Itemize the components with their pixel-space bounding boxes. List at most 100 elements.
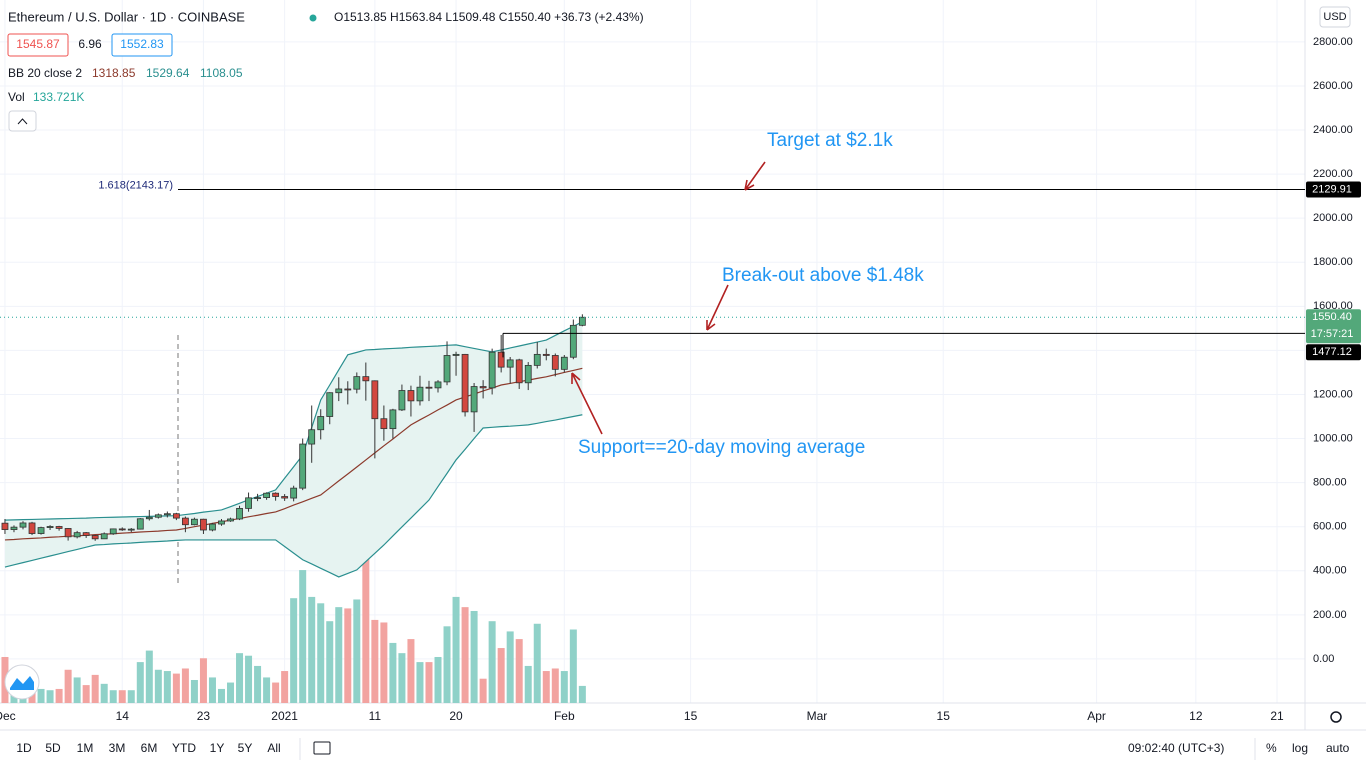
y-tick-label: 2800.00 <box>1313 36 1353 48</box>
volume-bar <box>136 662 144 703</box>
candle-body <box>254 497 261 500</box>
volume-bar <box>118 690 126 703</box>
volume-bar <box>317 603 325 703</box>
x-tick-label: 23 <box>197 709 211 723</box>
volume-bar <box>263 677 271 703</box>
volume-bar <box>425 662 433 703</box>
candle-body <box>407 390 415 402</box>
logo[interactable] <box>4 664 40 700</box>
candle-body <box>551 355 559 370</box>
collapse-button[interactable] <box>8 110 37 132</box>
volume-bar <box>254 665 262 703</box>
candle-body <box>560 356 568 370</box>
x-tick-label: Feb <box>554 709 575 723</box>
range-button[interactable]: YTD <box>172 741 196 755</box>
currency-box[interactable] <box>1319 6 1351 28</box>
vol-value: 133.721K <box>33 90 84 104</box>
candle-body <box>118 528 126 531</box>
y-tick-label: 2600.00 <box>1313 80 1353 92</box>
clock: 09:02:40 (UTC+3) <box>1128 741 1224 755</box>
y-tick-label: 400.00 <box>1313 565 1347 577</box>
x-tick-label: Apr <box>1087 709 1106 723</box>
range-button[interactable]: 5D <box>45 741 61 755</box>
settings-icon[interactable] <box>1330 711 1342 723</box>
y-tick-label: 0.00 <box>1313 653 1334 665</box>
candle-body <box>506 359 514 368</box>
range-button[interactable]: All <box>267 741 280 755</box>
volume-bar <box>506 631 514 703</box>
volume-bar <box>407 639 415 703</box>
volume-bar <box>470 610 478 703</box>
volume-bar <box>533 623 541 703</box>
y-tick-label: 1600.00 <box>1313 300 1353 312</box>
range-button[interactable]: 1D <box>16 741 32 755</box>
x-tick-label: 11 <box>369 709 382 723</box>
bid-box[interactable] <box>7 33 69 57</box>
candle-body <box>533 353 541 366</box>
x-tick-label: 20 <box>449 709 463 723</box>
volume-bar <box>91 674 99 703</box>
volume-bar <box>461 607 469 703</box>
candle-body <box>172 513 180 519</box>
annotation: Break-out above $1.48k <box>722 265 924 286</box>
volume-bar <box>488 621 496 703</box>
range-button[interactable]: 6M <box>141 741 158 755</box>
candle-body <box>362 376 370 382</box>
currency: USD <box>1323 11 1346 23</box>
volume-bar <box>227 682 235 703</box>
x-tick-label: 15 <box>937 709 951 723</box>
volume-bar <box>434 656 442 703</box>
candle-body <box>290 487 298 499</box>
range-button[interactable]: 1M <box>77 741 94 755</box>
candle-body <box>145 516 153 520</box>
range-button[interactable]: 3M <box>109 741 126 755</box>
candle-body <box>73 532 81 538</box>
y-tick-label: 800.00 <box>1313 477 1347 489</box>
volume-bar <box>326 621 334 703</box>
volume-bar <box>190 679 198 703</box>
last-price-label: 1550.40 <box>1312 311 1352 323</box>
volume-bar <box>55 688 63 703</box>
percent-toggle[interactable]: % <box>1266 741 1277 755</box>
bb-upper: 1529.64 <box>146 66 190 80</box>
bb-upper-line <box>4 321 583 521</box>
bid: 1545.87 <box>16 37 60 51</box>
volume-bar <box>416 662 424 703</box>
range-button[interactable]: 5Y <box>238 741 253 755</box>
spread: 6.96 <box>78 37 102 51</box>
price-tag <box>1306 344 1361 361</box>
candle-body <box>479 386 487 389</box>
auto-toggle[interactable]: auto <box>1326 741 1350 755</box>
log-toggle[interactable]: log <box>1292 741 1308 755</box>
candle-body <box>470 386 478 413</box>
annotation: Target at $2.1k <box>767 130 893 151</box>
candle-body <box>578 316 586 326</box>
volume-bar <box>452 596 460 703</box>
y-tick-label: 2000.00 <box>1313 212 1353 224</box>
candle-body <box>263 492 270 499</box>
x-tick-label: 12 <box>1189 709 1203 723</box>
y-tick-label: 2200.00 <box>1313 168 1353 180</box>
candle-body <box>542 353 550 356</box>
status-dot <box>309 14 317 22</box>
volume-bar <box>245 655 253 703</box>
candle-body <box>371 380 379 420</box>
volume-bar <box>208 677 216 703</box>
ask-box[interactable] <box>111 33 173 57</box>
date-range-icon[interactable] <box>313 741 331 755</box>
volume-bar <box>82 685 90 703</box>
x-tick-label: 15 <box>684 709 698 723</box>
volume-bar <box>371 619 379 703</box>
candle-body <box>109 528 117 535</box>
y-tick-label: 1200.00 <box>1313 388 1353 400</box>
candle-body <box>569 324 577 358</box>
volume-bar <box>524 665 532 703</box>
candle-body <box>136 518 144 530</box>
arrow <box>571 372 603 435</box>
candle-body <box>227 518 234 522</box>
volume-bar <box>335 607 343 703</box>
range-button[interactable]: 1Y <box>210 741 225 755</box>
candle-body <box>443 355 451 383</box>
x-tick-label: 2021 <box>271 709 298 723</box>
volume-bar <box>542 671 550 703</box>
